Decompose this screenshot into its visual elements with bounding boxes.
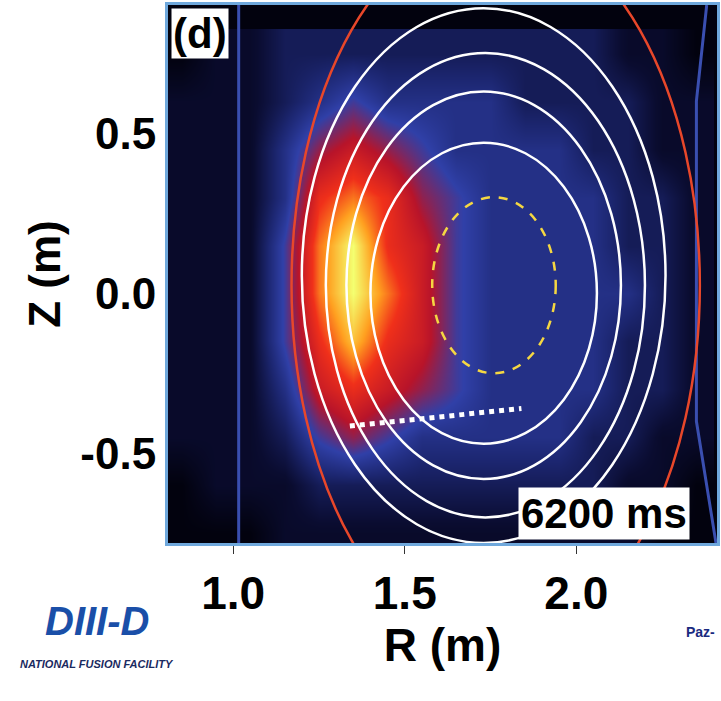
- svg-text:(d): (d): [173, 10, 227, 57]
- svg-text:R (m): R (m): [384, 619, 502, 671]
- svg-text:2.0: 2.0: [544, 567, 608, 619]
- svg-text:6200 ms: 6200 ms: [521, 490, 687, 537]
- svg-text:DIII-D: DIII-D: [45, 599, 149, 643]
- svg-text:NATIONAL FUSION FACILITY: NATIONAL FUSION FACILITY: [20, 658, 174, 670]
- svg-text:Paz-: Paz-: [686, 624, 715, 640]
- svg-text:0.0: 0.0: [95, 269, 156, 318]
- svg-text:1.5: 1.5: [373, 567, 437, 619]
- svg-text:1.0: 1.0: [201, 567, 265, 619]
- svg-text:-0.5: -0.5: [80, 429, 156, 478]
- svg-text:0.5: 0.5: [95, 109, 156, 158]
- svg-text:Z (m): Z (m): [20, 220, 69, 328]
